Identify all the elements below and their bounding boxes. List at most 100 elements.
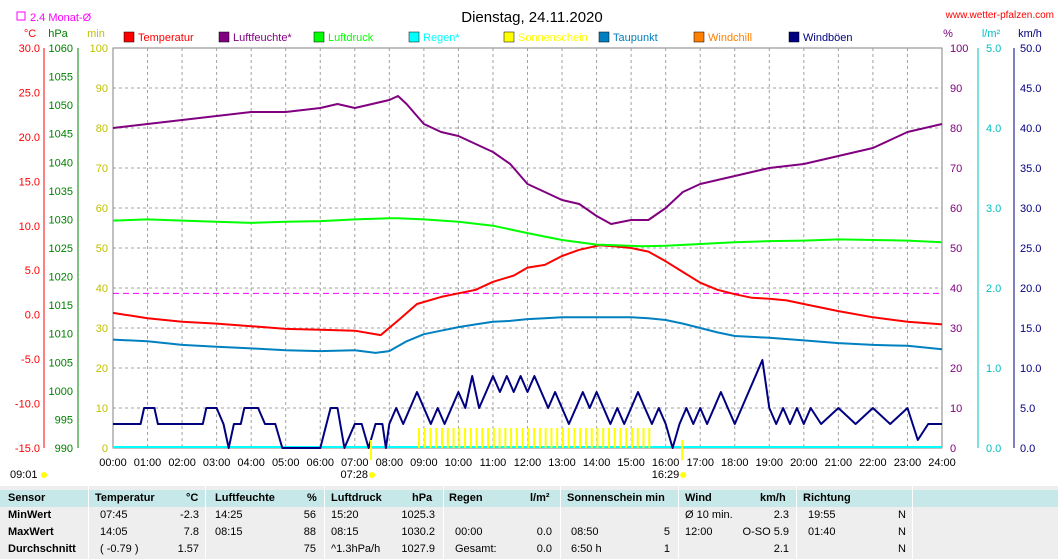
x-tick-label: 11:00 (480, 457, 507, 469)
cell-t-time: ( -0.79 ) (100, 543, 139, 555)
series-luftdruck (112, 217, 943, 248)
unit-sun: min (87, 28, 105, 40)
sunset-time: 16:29 (652, 469, 680, 481)
legend-swatch (503, 31, 515, 43)
sunshine-bar (510, 428, 513, 448)
cell-p-val: 1025.3 (401, 509, 435, 521)
avg-legend-box (16, 11, 26, 21)
sunshine-bar (469, 428, 472, 448)
sunshine-bar (579, 428, 582, 448)
y-tick-pressure: 1035 (49, 186, 73, 198)
sunshine-bar (452, 428, 455, 448)
sunshine-bar (475, 428, 478, 448)
cell-t-val: 1.57 (177, 543, 199, 555)
cell-t-time: 07:45 (100, 509, 128, 521)
y-tick-humidity: 10 (950, 403, 962, 415)
x-tick-label: 18:00 (721, 457, 749, 469)
legend-swatch (218, 31, 230, 43)
cell-w-time: Ø 10 min. (685, 509, 733, 521)
y-tick-pressure: 1045 (49, 129, 73, 141)
cursor-sun-icon (41, 472, 47, 478)
y-tick-pressure: 995 (55, 414, 73, 426)
cell-w-val: 2.3 (773, 509, 789, 521)
y-tick-temp: -5.0 (21, 354, 40, 366)
cell-s-time: 6:50 h (571, 543, 602, 555)
cell-h-val: 56 (303, 509, 316, 521)
cell-d-val: N (898, 543, 906, 555)
sunshine-bar (504, 428, 507, 448)
x-tick-label: 19:00 (756, 457, 784, 469)
y-tick-temp: 25.0 (19, 87, 40, 99)
series-temperatur (112, 244, 943, 337)
y-tick-sun: 90 (96, 83, 108, 95)
cell-label: MinWert (8, 509, 52, 521)
cell-r-time: Gesamt: (455, 543, 497, 555)
y-tick-pressure: 1050 (49, 100, 73, 112)
cell-t-val: 7.8 (183, 526, 199, 538)
table-row: MinWert 07:45 -2.3 14:25 56 15:20 1025.3 Ø 10 m… (0, 507, 1058, 524)
y-tick-pressure: 1020 (49, 272, 73, 284)
y-tick-sun: 10 (96, 403, 108, 415)
x-tick-label: 06:00 (306, 457, 334, 469)
sunshine-bar (550, 428, 553, 448)
y-tick-rain: 5.0 (986, 43, 1001, 55)
y-tick-pressure: 990 (55, 443, 73, 455)
cell-label: MaxWert (8, 526, 54, 538)
sunshine-bar (619, 428, 622, 448)
y-tick-humidity: 30 (950, 323, 962, 335)
sunshine-bar (458, 428, 461, 448)
hdr-hum-unit: % (307, 492, 317, 504)
x-tick-label: 23:00 (894, 457, 922, 469)
cell-w-val: 2.1 (773, 543, 789, 555)
legend-label: Windchill (708, 32, 752, 44)
sunshine-bar (487, 428, 490, 448)
x-tick-label: 20:00 (790, 457, 818, 469)
y-tick-wind: 35.0 (1020, 163, 1041, 175)
legend-label: Sonnenschein (518, 32, 588, 44)
x-tick-label: 08:00 (376, 457, 404, 469)
x-tick-label: 10:00 (445, 457, 473, 469)
unit-humidity: % (943, 28, 953, 40)
unit-rain: l/m² (982, 28, 1001, 40)
y-tick-rain: 1.0 (986, 363, 1001, 375)
legend-label: Temperatur (138, 32, 194, 44)
hdr-hum: Luftfeuchte (215, 492, 275, 504)
y-tick-wind: 30.0 (1020, 203, 1041, 215)
sunrise-icon (369, 472, 376, 478)
y-tick-rain: 3.0 (986, 203, 1001, 215)
hdr-temp: Temperatur (95, 492, 155, 504)
sunset-icon (680, 472, 687, 478)
sunshine-bar (584, 428, 587, 448)
y-tick-pressure: 1000 (49, 386, 73, 398)
legend-label: Regen* (423, 32, 460, 44)
y-tick-pressure: 1030 (49, 214, 73, 226)
y-tick-wind: 20.0 (1020, 283, 1041, 295)
sunshine-bar (492, 428, 495, 448)
sunshine-bar (590, 428, 593, 448)
legend-swatch (408, 31, 420, 43)
site-link[interactable]: www.wetter-pfalzen.com (945, 10, 1054, 21)
x-tick-label: 03:00 (203, 457, 231, 469)
unit-pressure: hPa (48, 28, 68, 40)
sunshine-bar (607, 428, 610, 448)
x-tick-label: 22:00 (859, 457, 887, 469)
hdr-sun: Sonnenschein min (567, 492, 665, 504)
x-tick-label: 02:00 (168, 457, 196, 469)
cell-t-time: 14:05 (100, 526, 128, 538)
cell-p-time: 15:20 (331, 509, 359, 521)
cell-p-time: ^1.3hPa/h (331, 543, 381, 555)
hdr-temp-unit: °C (186, 492, 199, 504)
y-tick-rain: 2.0 (986, 283, 1001, 295)
x-tick-label: 21:00 (825, 457, 853, 469)
y-tick-wind: 40.0 (1020, 123, 1041, 135)
sunrise-time: 07:28 (340, 469, 368, 481)
sunshine-bar (556, 428, 559, 448)
sunshine-bar (481, 428, 484, 448)
y-tick-temp: 30.0 (19, 43, 40, 55)
sunshine-bar (446, 428, 449, 448)
series-taupunkt (112, 316, 943, 354)
legend-label: Luftdruck (328, 32, 374, 44)
sunshine-bar (561, 428, 564, 448)
cell-r-val: 0.0 (536, 526, 552, 538)
y-tick-pressure: 1015 (49, 300, 73, 312)
